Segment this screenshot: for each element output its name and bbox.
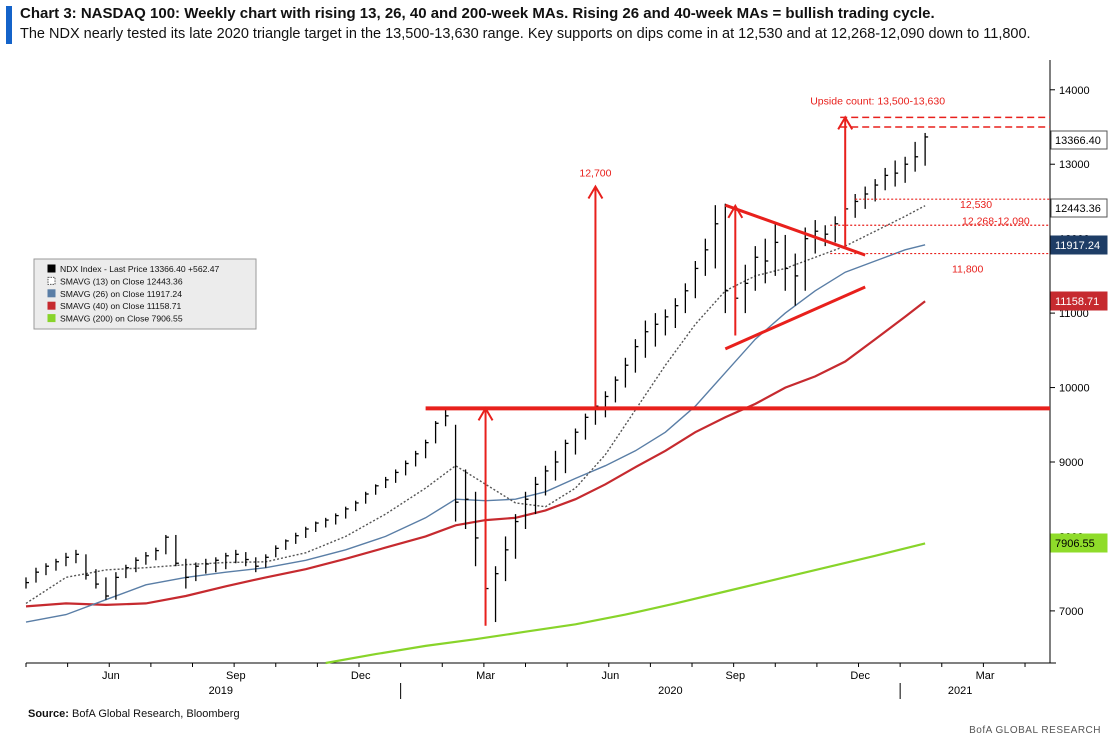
target-arrow-head: [477, 406, 494, 421]
x-month-label: Dec: [351, 670, 371, 682]
sma200-legend-label: SMAVG (200) on Close 7906.55: [60, 314, 183, 324]
target-arrow-head: [837, 115, 854, 130]
sma40-legend-swatch: [47, 301, 56, 310]
x-year-label: 2021: [948, 685, 972, 697]
source-text: BofA Global Research, Bloomberg: [72, 708, 240, 720]
sma26-legend-swatch: [47, 289, 56, 298]
price-legend-label: NDX Index - Last Price 13366.40 +562.47: [60, 264, 220, 274]
source-label: Source:: [28, 708, 69, 720]
y-tick-label: 11000: [1059, 308, 1089, 320]
source-note: Source: BofA Global Research, Bloomberg: [28, 708, 240, 720]
sma26-last-value-tag: [1050, 235, 1108, 255]
legend: NDX Index - Last Price 13366.40 +562.47 S…: [33, 258, 257, 330]
x-month-label: Dec: [850, 670, 870, 682]
y-tick-label: 10000: [1059, 383, 1090, 395]
triangle-lower-line: [724, 285, 866, 351]
x-month-label: Jun: [602, 670, 620, 682]
triangle-upper-line: [724, 203, 866, 257]
x-month-label: Mar: [976, 670, 995, 682]
chart-subtitle: The NDX nearly tested its late 2020 tria…: [20, 26, 1031, 42]
target-arrow-head: [587, 184, 604, 200]
sma13-legend-swatch: [47, 276, 56, 285]
price-last-value-label: 13366.40: [1055, 135, 1101, 147]
y-tick-label: 7000: [1059, 606, 1083, 618]
sma200-line: [325, 542, 926, 665]
title-accent-bar: [6, 6, 12, 44]
brand-footer: BofA GLOBAL RESEARCH: [969, 725, 1101, 736]
sma40-line: [25, 300, 926, 608]
sma26-legend-label: SMAVG (26) on Close 11917.24: [60, 289, 182, 299]
upside-count-label: Upside count: 13,500-13,630: [810, 95, 945, 107]
support-label-11800: 11,800: [952, 264, 983, 276]
sma26-last-value-label: 11917.24: [1055, 240, 1100, 252]
chart-title: Chart 3: NASDAQ 100: Weekly chart with r…: [20, 5, 935, 22]
support-label-12530: 12,530: [960, 199, 992, 211]
sma13-last-value-label: 12443.36: [1055, 203, 1101, 215]
x-month-label: Jun: [102, 670, 120, 682]
x-year-label: 2020: [658, 685, 682, 697]
sma200-last-value-label: 7906.55: [1055, 538, 1095, 550]
y-tick-label: 13000: [1059, 159, 1090, 171]
y-tick-label: 9000: [1059, 457, 1083, 469]
x-year-label: 2019: [209, 685, 233, 697]
price-legend-swatch: [47, 264, 56, 273]
y-tick-label: 14000: [1059, 85, 1090, 97]
support-label-12268-12090: 12,268-12,090: [962, 215, 1030, 227]
target-arrow-head: [727, 203, 744, 219]
sma13-legend-label: SMAVG (13) on Close 12443.36: [60, 276, 183, 286]
sma26-line: [25, 244, 926, 623]
sma40-last-value-label: 11158.71: [1055, 296, 1099, 308]
target-arrow-label: 12,700: [579, 168, 611, 180]
x-month-label: Mar: [476, 670, 495, 682]
sma40-legend-label: SMAVG (40) on Close 11158.71: [60, 301, 182, 311]
x-month-label: Sep: [726, 670, 746, 682]
price-last-value-tag: [1050, 130, 1108, 150]
sma200-legend-swatch: [47, 314, 56, 323]
sma13-last-value-tag: [1050, 198, 1108, 218]
legend-box: [33, 258, 257, 330]
sma40-last-value-tag: [1050, 291, 1108, 311]
x-month-label: Sep: [226, 670, 246, 682]
sma200-last-value-tag: [1050, 533, 1108, 553]
